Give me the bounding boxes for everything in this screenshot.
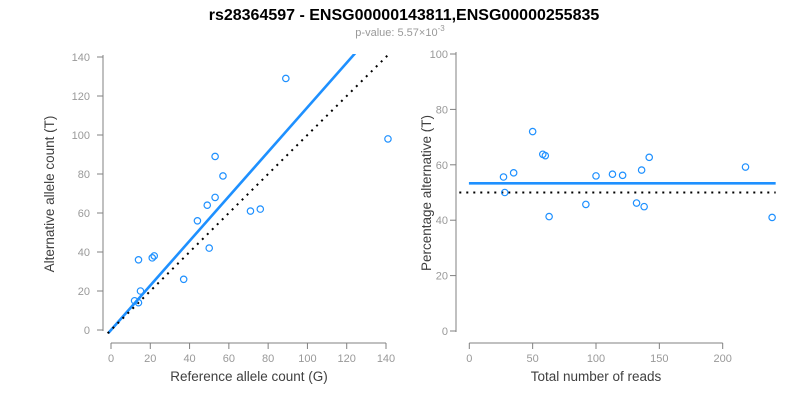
y-tick-label: 0 [84,325,90,337]
data-point [541,151,550,160]
y-tick-label: 100 [72,130,90,142]
x-tick-label: 100 [298,353,316,365]
y-tick-label: 60 [436,160,448,172]
left-x-axis-title: Reference allele count (G) [170,369,328,384]
x-tick-label: 120 [338,353,356,365]
right-x-axis-title: Total number of reads [531,369,662,384]
pvalue-text: p-value: 5.57×10 [355,27,437,39]
data-point [608,170,617,179]
data-point [246,207,255,215]
data-point [545,212,553,221]
data-point [509,169,518,177]
y-tick-label: 80 [436,104,448,116]
y-tick-label: 100 [430,49,448,61]
data-point [256,205,265,213]
data-point [640,202,648,211]
x-tick-label: 0 [108,353,114,365]
data-point [130,296,139,305]
x-tick-label: 140 [377,353,395,365]
data-point [150,252,159,260]
data-point [637,166,646,174]
x-tick-label: 0 [466,353,472,365]
data-point [582,200,590,209]
y-tick-label: 80 [78,169,90,181]
data-point [618,171,627,180]
left-y-axis-title: Alternative allele count (T) [42,116,57,273]
x-tick-label: 80 [262,353,274,365]
right-scatter-plot: Total number of reads Percentage alterna… [419,49,776,384]
figure-title: rs28364597 - ENSG00000143811,ENSG0000025… [209,7,600,24]
data-point [592,172,600,180]
pvalue-exponent: -3 [438,24,446,33]
data-point [136,287,145,295]
y-tick-label: 140 [72,52,90,64]
x-tick-label: 50 [527,353,539,365]
data-point [211,152,219,161]
figure-subtitle: p-value: 5.57×10-3 [355,24,445,39]
x-tick-label: 40 [183,353,195,365]
y-tick-label: 20 [436,271,448,283]
y-tick-label: 40 [436,215,448,227]
data-point [528,127,537,136]
data-point [499,173,508,181]
x-tick-label: 100 [587,353,605,365]
right-y-axis-title: Percentage alternative (T) [419,115,434,271]
data-point [741,163,750,171]
x-tick-label: 60 [223,353,235,365]
y-tick-label: 0 [442,326,448,338]
data-point [632,199,641,207]
data-point [134,255,143,264]
data-point [179,275,188,284]
identity-line [106,54,391,335]
data-point [205,244,214,252]
data-point [282,74,290,83]
y-tick-label: 60 [78,208,90,220]
fit-line [107,54,357,334]
data-point [211,193,219,202]
y-tick-label: 20 [78,286,90,298]
data-point [148,254,157,262]
plot-content [106,54,392,335]
left-scatter-plot: Reference allele count (G) Alternative a… [42,52,395,384]
x-tick-label: 20 [144,353,156,365]
data-point [203,201,212,210]
x-tick-label: 150 [650,353,668,365]
data-point [193,217,202,225]
data-point [219,172,227,180]
data-point [645,153,654,162]
x-tick-label: 200 [714,353,732,365]
data-point [500,188,509,197]
y-tick-label: 120 [72,91,90,103]
data-point [768,213,776,222]
y-tick-label: 40 [78,247,90,259]
plot-content [459,127,776,222]
data-point [384,135,392,143]
data-point [134,298,143,307]
